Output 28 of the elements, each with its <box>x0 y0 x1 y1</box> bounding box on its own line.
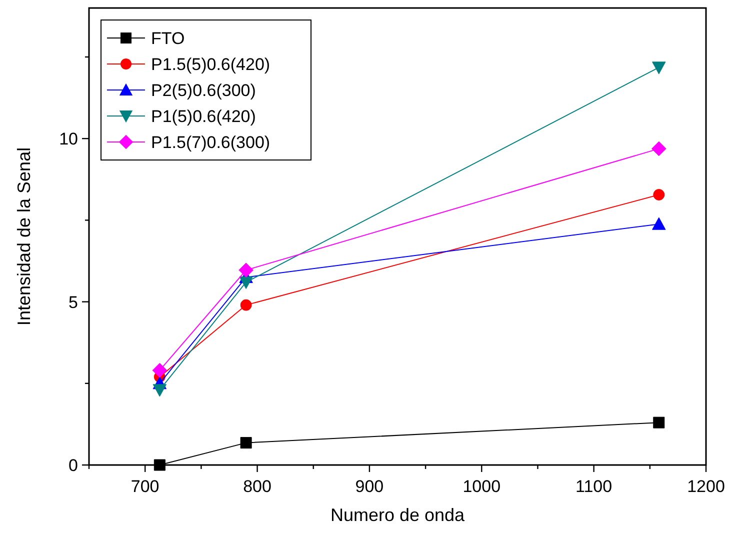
y-tick-label: 5 <box>68 292 78 312</box>
point <box>651 141 666 156</box>
point <box>652 62 666 74</box>
y-axis-title: Intensidad de la Senal <box>14 147 34 326</box>
point <box>652 217 666 230</box>
point <box>152 384 167 397</box>
x-tick-label: 1200 <box>687 477 725 496</box>
legend-label: P1.5(7)0.6(300) <box>151 133 270 152</box>
y-tick-label: 0 <box>68 456 78 475</box>
legend-label: P1.5(5)0.6(420) <box>151 55 270 74</box>
x-tick-label: 700 <box>130 477 160 496</box>
x-axis-title: Numero de onda <box>330 505 466 525</box>
point <box>240 437 252 449</box>
point <box>653 416 665 428</box>
y-tick-label: 10 <box>59 130 78 149</box>
point <box>152 362 168 378</box>
x-tick-label: 900 <box>355 477 384 496</box>
point <box>154 459 166 471</box>
legend-label: P1(5)0.6(420) <box>151 107 256 126</box>
x-tick-label: 1100 <box>576 477 612 496</box>
legend-label: P2(5)0.6(300) <box>151 81 256 100</box>
x-tick-label: 800 <box>243 477 272 496</box>
point <box>238 262 254 278</box>
point <box>239 276 253 290</box>
point <box>240 299 252 311</box>
legend-label: FTO <box>151 29 185 48</box>
x-tick-label: 1000 <box>462 477 501 496</box>
point <box>653 188 665 200</box>
